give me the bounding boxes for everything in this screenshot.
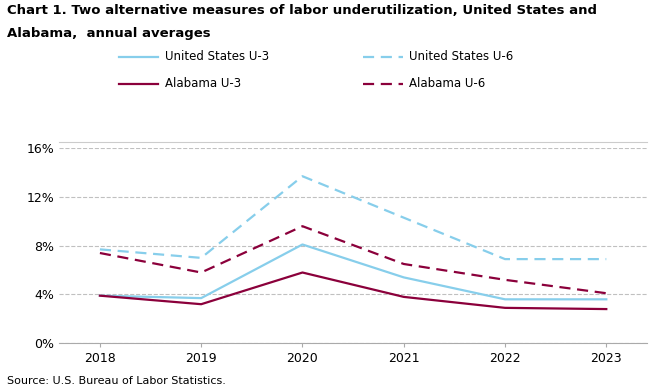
Text: Alabama U-3: Alabama U-3 bbox=[165, 77, 241, 90]
Text: Chart 1. Two alternative measures of labor underutilization, United States and: Chart 1. Two alternative measures of lab… bbox=[7, 4, 597, 17]
Text: Alabama,  annual averages: Alabama, annual averages bbox=[7, 27, 211, 40]
Text: United States U-6: United States U-6 bbox=[409, 50, 513, 63]
Text: United States U-3: United States U-3 bbox=[165, 50, 269, 63]
Text: Alabama U-6: Alabama U-6 bbox=[409, 77, 486, 90]
Text: Source: U.S. Bureau of Labor Statistics.: Source: U.S. Bureau of Labor Statistics. bbox=[7, 376, 226, 386]
